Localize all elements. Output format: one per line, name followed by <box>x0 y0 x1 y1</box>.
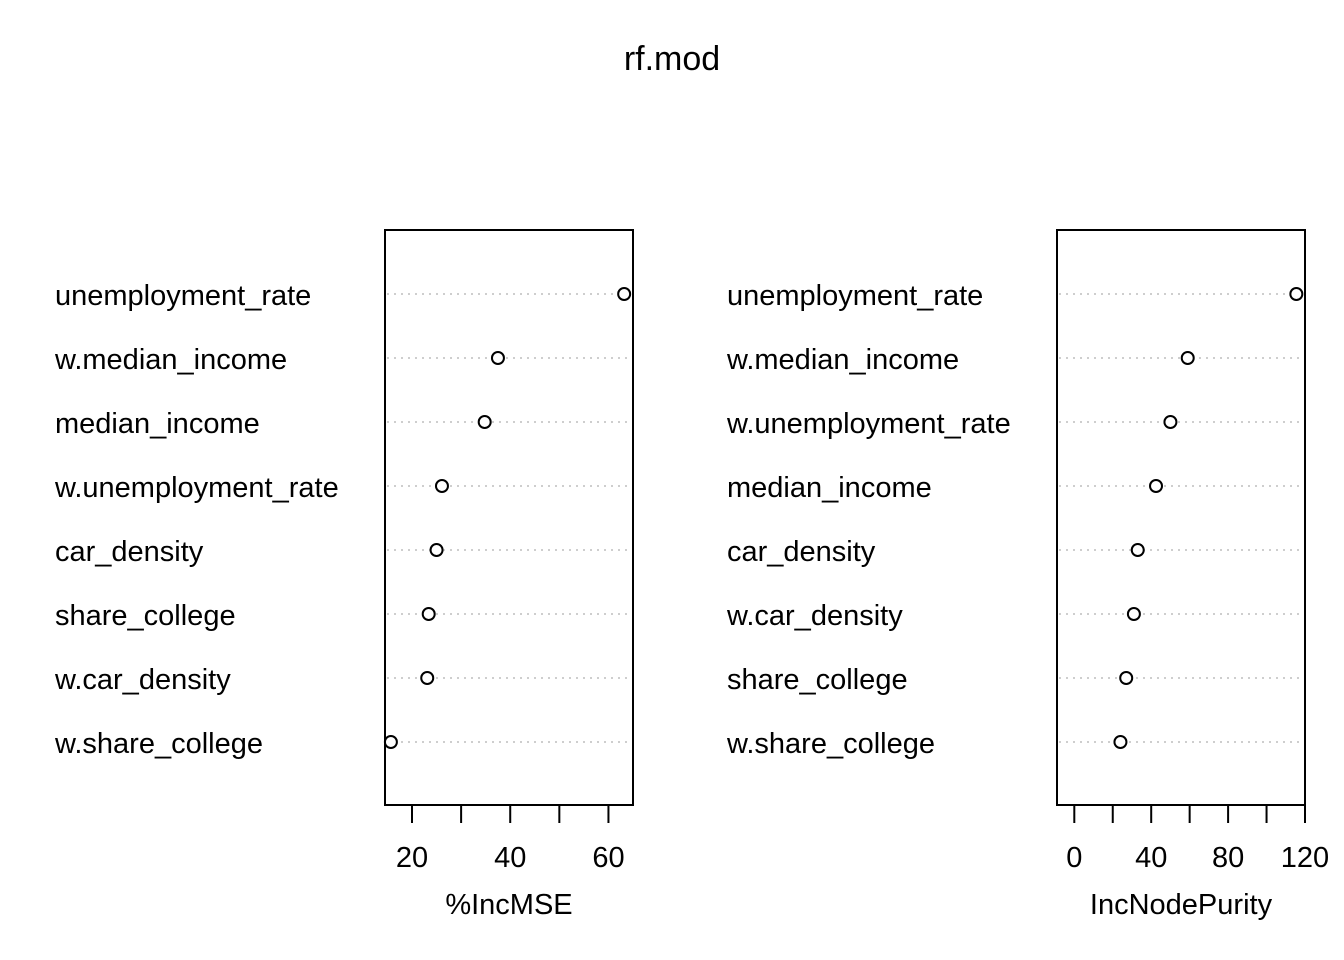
x-tick-label-incnodepurity-120: 120 <box>1281 842 1329 874</box>
variable-label-incnodepurity-car-density: car_density <box>727 536 876 568</box>
x-tick-label-incnodepurity-0: 0 <box>1066 842 1082 874</box>
variable-label-incmse-car-density: car_density <box>55 536 204 568</box>
x-tick-label-incmse-20: 20 <box>396 842 428 874</box>
x-axis-title-incmse: %IncMSE <box>445 889 572 921</box>
panel-incnodepurity: unemployment_rate w.median_income w.unempl… <box>726 229 1329 921</box>
variable-label-incmse-w-unemployment-rate: w.unemployment_rate <box>54 472 339 504</box>
data-point-incmse-median-income <box>477 415 492 429</box>
x-tick-label-incnodepurity-80: 80 <box>1212 842 1244 874</box>
data-point-incmse-car-density <box>429 543 444 557</box>
variable-label-incmse-w-share-college: w.share_college <box>54 728 263 760</box>
data-point-incmse-w-unemployment-rate <box>434 479 449 493</box>
variable-label-incmse-w-median-income: w.median_income <box>54 344 287 376</box>
variable-label-incmse-share-college: share_college <box>55 600 236 632</box>
data-point-incnodepurity-w-median-income <box>1180 351 1195 365</box>
data-point-incnodepurity-w-share-college <box>1113 735 1128 749</box>
data-point-incnodepurity-car-density <box>1130 543 1145 557</box>
data-point-incmse-unemployment-rate <box>617 287 632 301</box>
variable-label-incmse-w-car-density: w.car_density <box>54 664 231 696</box>
chart-title: rf.mod <box>624 40 720 78</box>
variable-label-incnodepurity-w-median-income: w.median_income <box>726 344 959 376</box>
data-point-incnodepurity-unemployment-rate <box>1289 287 1304 301</box>
panel-incmse: unemployment_rate w.median_income median_i… <box>54 229 634 921</box>
plot-frame-incmse <box>384 229 634 806</box>
data-point-incnodepurity-w-unemployment-rate <box>1163 415 1178 429</box>
variable-label-incnodepurity-median-income: median_income <box>727 472 932 504</box>
variable-label-incnodepurity-share-college: share_college <box>727 664 908 696</box>
data-point-incnodepurity-share-college <box>1119 671 1134 685</box>
variable-label-incnodepurity-w-share-college: w.share_college <box>726 728 935 760</box>
variable-label-incmse-unemployment-rate: unemployment_rate <box>55 280 311 312</box>
variable-label-incnodepurity-unemployment-rate: unemployment_rate <box>727 280 983 312</box>
x-tick-label-incnodepurity-40: 40 <box>1135 842 1167 874</box>
data-point-incmse-share-college <box>421 607 436 621</box>
data-point-incmse-w-car-density <box>420 671 435 685</box>
data-point-incnodepurity-w-car-density <box>1126 607 1141 621</box>
x-tick-label-incmse-40: 40 <box>494 842 526 874</box>
data-point-incnodepurity-median-income <box>1149 479 1164 493</box>
data-point-incmse-w-median-income <box>490 351 505 365</box>
x-tick-label-incmse-60: 60 <box>592 842 624 874</box>
data-point-incmse-w-share-college <box>383 735 398 749</box>
x-axis-title-incnodepurity: IncNodePurity <box>1090 889 1273 921</box>
variable-label-incnodepurity-w-unemployment-rate: w.unemployment_rate <box>726 408 1011 440</box>
variable-label-incnodepurity-w-car-density: w.car_density <box>726 600 903 632</box>
plot-frame-incnodepurity <box>1056 229 1306 806</box>
variable-label-incmse-median-income: median_income <box>55 408 260 440</box>
